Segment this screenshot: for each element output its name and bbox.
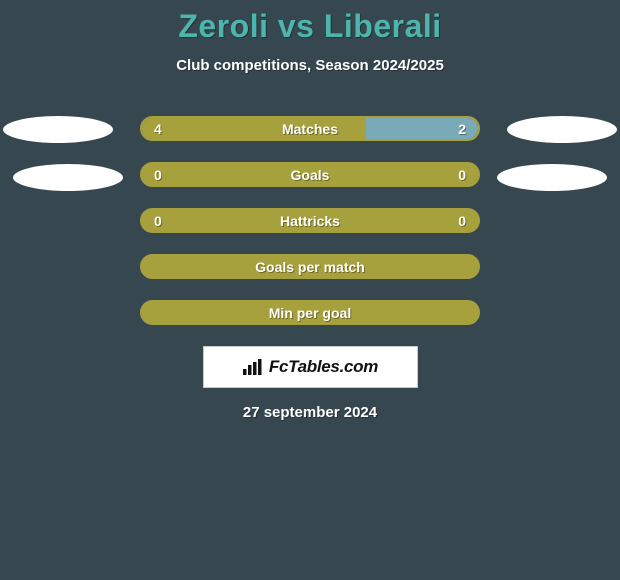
subtitle: Club competitions, Season 2024/2025 [0, 57, 620, 74]
stat-value-left: 0 [154, 167, 162, 183]
stat-value-right: 2 [458, 121, 466, 137]
stat-label: Goals [142, 167, 478, 183]
stat-value-right: 0 [458, 167, 466, 183]
date-text: 27 september 2024 [0, 404, 620, 421]
stat-label: Goals per match [142, 259, 478, 275]
comparison-chart: Matches42Goals00Hattricks00Goals per mat… [0, 116, 620, 325]
stat-row: Hattricks0 0 [0, 208, 620, 233]
decor-ellipse-right-1 [507, 116, 617, 143]
stat-row: Goals per match [0, 254, 620, 279]
stat-row: Min per goal [0, 300, 620, 325]
bars-icon [242, 358, 264, 376]
decor-ellipse-right-2 [497, 164, 607, 191]
decor-ellipse-left-1 [3, 116, 113, 143]
fctables-logo: FcTables.com [203, 346, 418, 388]
page-title: Zeroli vs Liberali [0, 0, 620, 45]
stat-value-left: 0 [154, 213, 162, 229]
stat-label: Matches [142, 121, 478, 137]
stat-value-left: 4 [154, 121, 162, 137]
stat-value-right: 0 [458, 213, 466, 229]
stat-label: Hattricks [142, 213, 478, 229]
stat-label: Min per goal [142, 305, 478, 321]
logo-text: FcTables.com [269, 357, 378, 377]
decor-ellipse-left-2 [13, 164, 123, 191]
